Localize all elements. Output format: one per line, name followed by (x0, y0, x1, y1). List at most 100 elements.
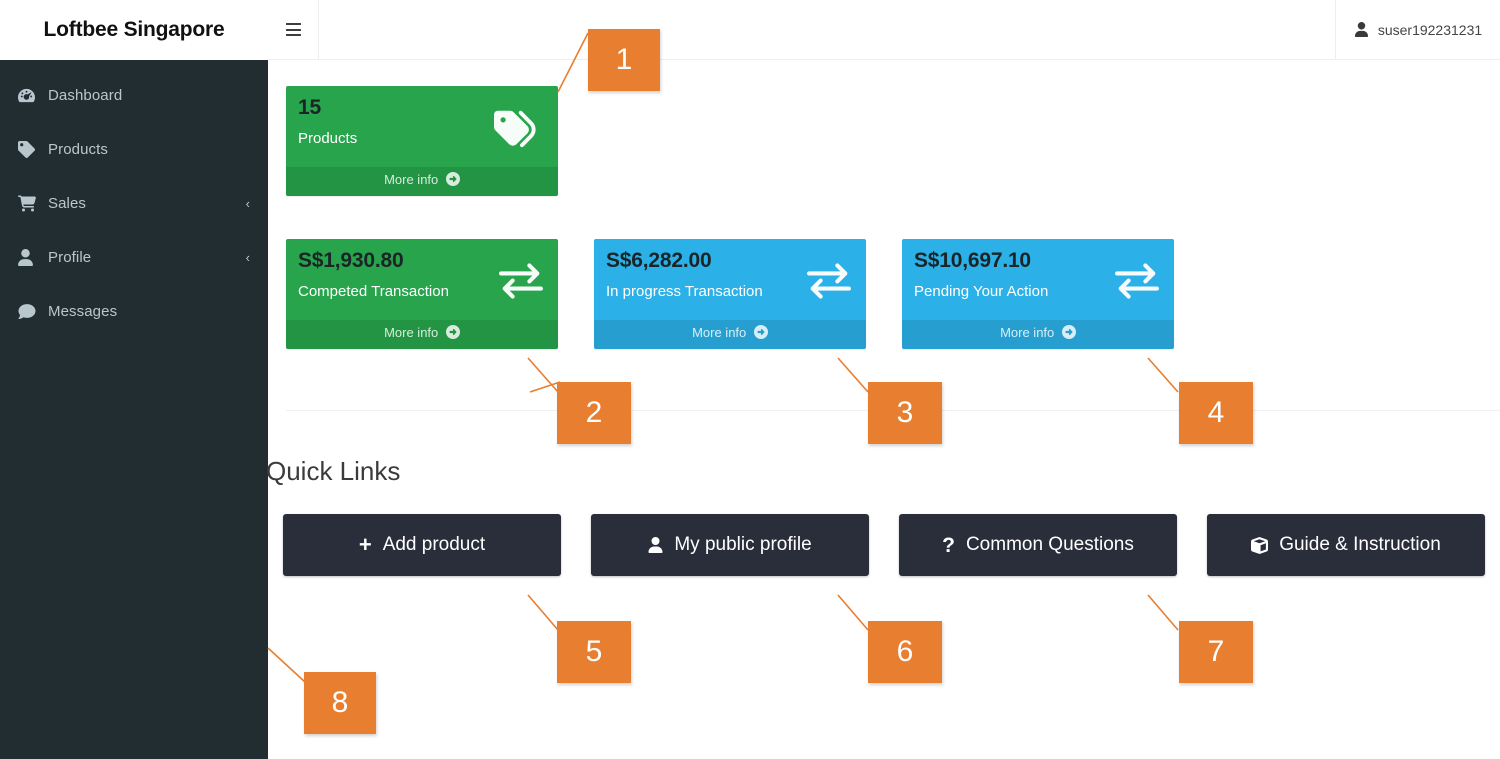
more-info-label: More info (692, 325, 747, 340)
annotation-marker-2: 2 (557, 382, 631, 444)
stat-card-in-progress-transaction[interactable]: S$6,282.00 In progress Transaction More … (594, 239, 866, 349)
more-info-label: More info (384, 325, 439, 340)
stat-card-label: In progress Transaction (606, 283, 763, 300)
add-product-button[interactable]: + Add product (283, 514, 561, 576)
annotation-marker-1: 1 (588, 29, 660, 91)
sidebar-item-label: Messages (48, 302, 118, 320)
sidebar-item-label: Dashboard (48, 86, 123, 104)
user-menu[interactable]: suser192231231 (1335, 0, 1500, 59)
stat-card-body: 15 Products (286, 86, 558, 167)
annotation-marker-label: 4 (1207, 396, 1225, 429)
sidebar: Loftbee Singapore Dashboard Products (0, 0, 268, 759)
quick-link-label: Common Questions (965, 534, 1134, 555)
hamburger-icon[interactable] (268, 0, 319, 59)
chat-icon (18, 303, 44, 320)
stat-card-value: S$10,697.10 (914, 249, 1031, 272)
common-questions-button[interactable]: ? Common Questions (899, 514, 1177, 576)
stat-card-value: S$6,282.00 (606, 249, 712, 272)
quick-link-slot: Guide & Instruction (1192, 514, 1500, 576)
stat-cards-row-2: S$1,930.80 Competed Transaction More inf… (268, 239, 1500, 349)
plus-icon: + (358, 532, 372, 557)
exchange-icon (1112, 259, 1162, 303)
top-header: suser192231231 (268, 0, 1500, 60)
chevron-left-icon[interactable]: ‹ (245, 249, 250, 265)
dashboard-icon (18, 87, 44, 104)
exchange-icon (496, 259, 546, 303)
header-spacer (319, 0, 1335, 59)
stat-card-label: Products (298, 130, 358, 147)
quick-link-slot: ? Common Questions (884, 514, 1192, 576)
chevron-left-icon[interactable]: ‹ (245, 195, 250, 211)
stat-card-value: 15 (298, 96, 321, 119)
stat-card-body: S$10,697.10 Pending Your Action (902, 239, 1174, 320)
annotation-marker-label: 6 (896, 635, 914, 668)
quick-links-row: + Add product My public profile ? Common… (268, 514, 1500, 576)
sidebar-nav: Dashboard Products Sales ‹ (0, 60, 268, 338)
brand-header[interactable]: Loftbee Singapore (0, 0, 268, 60)
sidebar-item-label: Sales (48, 194, 87, 212)
stat-card-more-info-link[interactable]: More info (902, 320, 1174, 349)
stat-card-more-info-link[interactable]: More info (594, 320, 866, 349)
cube-icon (1251, 536, 1269, 554)
user-icon (18, 248, 44, 266)
annotation-marker-label: 7 (1207, 635, 1225, 668)
annotation-marker-8: 8 (304, 672, 376, 734)
annotation-marker-4: 4 (1179, 382, 1253, 444)
annotation-marker-label: 8 (331, 686, 349, 719)
annotation-marker-label: 3 (896, 396, 914, 429)
arrow-circle-right-icon (753, 325, 768, 342)
sidebar-item-dashboard[interactable]: Dashboard (0, 68, 268, 122)
stat-card-label: Pending Your Action (914, 283, 1049, 300)
stat-card-completed-transaction[interactable]: S$1,930.80 Competed Transaction More inf… (286, 239, 558, 349)
quick-link-slot: + Add product (268, 514, 576, 576)
stat-card-slot: S$10,697.10 Pending Your Action More inf… (884, 239, 1192, 349)
exchange-icon (804, 259, 854, 303)
stat-card-more-info-link[interactable]: More info (286, 167, 558, 196)
arrow-circle-right-icon (445, 172, 460, 189)
stat-card-value: S$1,930.80 (298, 249, 404, 272)
sidebar-item-products[interactable]: Products (0, 122, 268, 176)
hamburger-bar (285, 34, 301, 36)
user-icon (1354, 22, 1369, 37)
cart-icon (18, 195, 44, 212)
annotation-marker-label: 1 (615, 43, 633, 76)
annotation-marker-label: 2 (585, 396, 603, 429)
stat-card-more-info-link[interactable]: More info (286, 320, 558, 349)
hamburger-bar (285, 23, 301, 25)
arrow-circle-right-icon (1061, 325, 1076, 342)
quick-links-title: Quick Links (266, 456, 401, 486)
user-icon (648, 537, 663, 553)
stat-card-slot: S$1,930.80 Competed Transaction More inf… (268, 239, 576, 349)
annotation-marker-7: 7 (1179, 621, 1253, 683)
sidebar-item-messages[interactable]: Messages (0, 284, 268, 338)
hamburger-bars (285, 23, 301, 36)
tags-icon (494, 106, 546, 152)
stat-card-products[interactable]: 15 Products More info (286, 86, 558, 196)
annotation-marker-3: 3 (868, 382, 942, 444)
guide-instruction-button[interactable]: Guide & Instruction (1207, 514, 1485, 576)
stat-card-slot: S$6,282.00 In progress Transaction More … (576, 239, 884, 349)
sidebar-item-sales[interactable]: Sales ‹ (0, 176, 268, 230)
sidebar-item-label: Products (48, 140, 108, 158)
hamburger-bar (285, 28, 301, 31)
stat-card-body: S$6,282.00 In progress Transaction (594, 239, 866, 320)
quick-link-label: My public profile (674, 534, 812, 555)
sidebar-item-label: Profile (48, 248, 92, 266)
stat-card-pending-your-action[interactable]: S$10,697.10 Pending Your Action More inf… (902, 239, 1174, 349)
annotation-marker-5: 5 (557, 621, 631, 683)
arrow-circle-right-icon (445, 325, 460, 342)
annotation-marker-6: 6 (868, 621, 942, 683)
quick-link-label: Guide & Instruction (1279, 534, 1441, 555)
annotation-marker-label: 5 (585, 635, 603, 668)
quick-link-label: Add product (382, 534, 486, 555)
stat-card-slot: 15 Products More info (268, 86, 576, 196)
question-icon: ? (942, 533, 955, 557)
more-info-label: More info (384, 172, 439, 187)
stat-card-body: S$1,930.80 Competed Transaction (286, 239, 558, 320)
my-public-profile-button[interactable]: My public profile (591, 514, 869, 576)
brand-title: Loftbee Singapore (43, 18, 225, 41)
quick-link-slot: My public profile (576, 514, 884, 576)
stat-cards-row-1: 15 Products More info (268, 86, 1500, 196)
sidebar-item-profile[interactable]: Profile ‹ (0, 230, 268, 284)
tag-icon (18, 140, 44, 158)
